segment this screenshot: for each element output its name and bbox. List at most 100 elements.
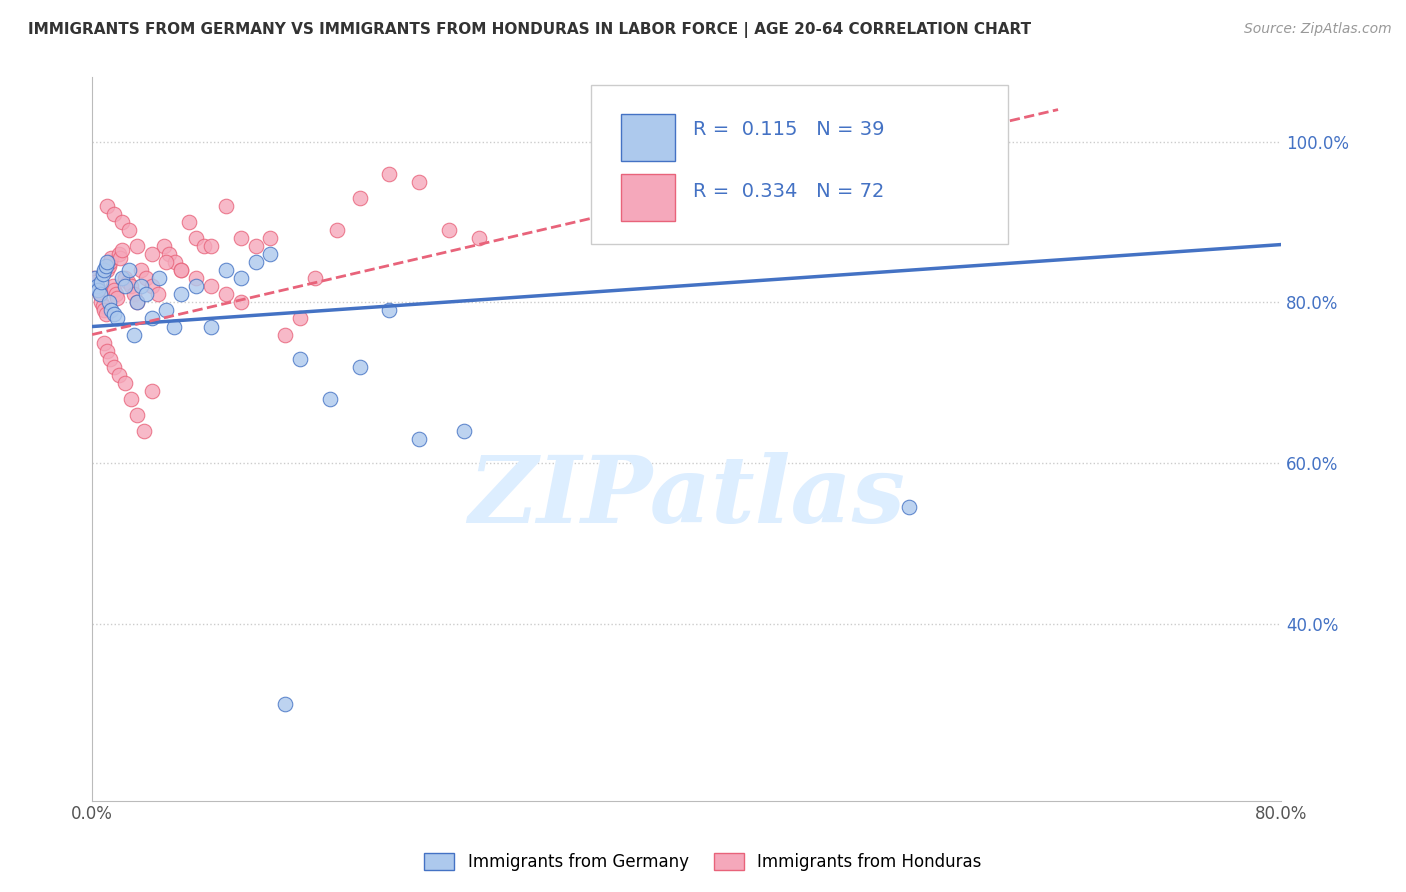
Point (215, 263, 238, 277)
Point (152, 239, 174, 253)
Point (898, 500, 921, 515)
Point (378, 167, 401, 181)
Point (94, 260, 117, 274)
Point (110, 252, 132, 266)
Point (135, 287, 157, 301)
Point (200, 279, 222, 293)
Point (200, 239, 222, 253)
Point (177, 215, 200, 229)
Point (245, 255, 267, 269)
Point (114, 376, 136, 390)
Point (96, 199, 118, 213)
FancyBboxPatch shape (592, 85, 1008, 244)
Point (103, 284, 125, 298)
Text: IMMIGRANTS FROM GERMANY VS IMMIGRANTS FROM HONDURAS IN LABOR FORCE | AGE 20-64 C: IMMIGRANTS FROM GERMANY VS IMMIGRANTS FR… (28, 22, 1031, 38)
Point (125, 408, 148, 422)
Text: Source: ZipAtlas.com: Source: ZipAtlas.com (1244, 22, 1392, 37)
Point (135, 271, 157, 285)
Point (93, 263, 115, 277)
Point (118, 263, 141, 277)
Point (290, 351, 312, 366)
Point (163, 319, 186, 334)
Point (141, 247, 163, 261)
Point (101, 279, 124, 293)
FancyBboxPatch shape (621, 113, 675, 161)
Point (86, 279, 108, 293)
Text: ZIPatlas: ZIPatlas (468, 452, 905, 541)
Point (453, 424, 475, 438)
Point (408, 432, 430, 446)
Point (155, 255, 177, 269)
Point (129, 279, 152, 293)
Point (107, 292, 129, 306)
Point (97, 295, 120, 310)
Point (408, 175, 430, 189)
Point (107, 311, 129, 326)
Point (103, 359, 125, 374)
Point (148, 271, 170, 285)
Point (87, 284, 110, 298)
Point (100, 252, 122, 266)
Point (120, 279, 142, 293)
Point (87, 284, 110, 298)
Point (94, 308, 117, 322)
Point (90, 276, 112, 290)
Point (104, 287, 127, 301)
Point (155, 303, 177, 318)
Point (146, 287, 169, 301)
Point (93, 335, 115, 350)
Point (229, 271, 252, 285)
Point (111, 271, 134, 285)
Point (215, 287, 238, 301)
Point (349, 191, 371, 205)
Point (117, 276, 139, 290)
Text: R =  0.334   N = 72: R = 0.334 N = 72 (693, 182, 884, 202)
Point (98, 351, 121, 366)
Point (96, 343, 118, 358)
Point (200, 319, 222, 334)
Legend: Immigrants from Germany, Immigrants from Honduras: Immigrants from Germany, Immigrants from… (416, 845, 990, 880)
Point (93, 303, 115, 318)
Point (141, 279, 163, 293)
Point (103, 207, 125, 221)
Point (89, 287, 111, 301)
Point (125, 295, 148, 310)
Point (229, 231, 252, 245)
Point (84, 271, 107, 285)
Point (90, 295, 112, 310)
Point (170, 263, 193, 277)
Point (83, 271, 105, 285)
Point (108, 247, 131, 261)
Point (259, 247, 281, 261)
Point (165, 255, 187, 269)
Point (91, 268, 114, 282)
Point (122, 327, 145, 342)
Point (245, 239, 267, 253)
Point (129, 263, 152, 277)
Point (319, 392, 342, 406)
Point (125, 295, 148, 310)
Point (96, 263, 118, 277)
Point (193, 239, 215, 253)
Point (97, 260, 120, 274)
Point (134, 424, 156, 438)
Point (170, 263, 193, 277)
Point (100, 303, 122, 318)
Point (91, 300, 114, 314)
Point (304, 271, 326, 285)
Point (326, 223, 349, 237)
Point (108, 368, 131, 382)
Point (186, 231, 208, 245)
Point (98, 255, 121, 269)
Text: R =  0.115   N = 39: R = 0.115 N = 39 (693, 120, 884, 139)
Point (86, 279, 108, 293)
Point (378, 303, 401, 318)
Point (159, 247, 181, 261)
Point (89, 287, 111, 301)
Point (84, 276, 107, 290)
Point (114, 279, 136, 293)
Point (111, 215, 134, 229)
Point (467, 231, 489, 245)
Point (125, 239, 148, 253)
Point (290, 311, 312, 326)
